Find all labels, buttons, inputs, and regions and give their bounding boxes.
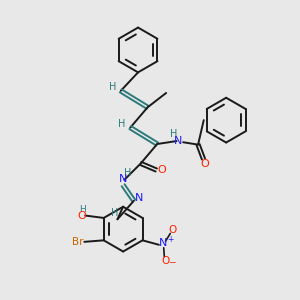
Text: +: + <box>167 235 173 244</box>
Text: H: H <box>124 168 131 178</box>
Text: Br: Br <box>72 237 83 247</box>
Text: H: H <box>118 119 126 129</box>
Text: N: N <box>135 194 143 203</box>
Text: H: H <box>170 130 177 140</box>
Text: O: O <box>169 225 177 235</box>
Text: H: H <box>111 208 119 218</box>
Text: H: H <box>80 205 86 214</box>
Text: N: N <box>118 174 127 184</box>
Text: −: − <box>168 258 176 267</box>
Text: O: O <box>157 165 166 175</box>
Text: N: N <box>159 238 168 248</box>
Text: H: H <box>109 82 116 92</box>
Text: O: O <box>201 159 210 169</box>
Text: O: O <box>161 256 169 266</box>
Text: N: N <box>174 136 182 146</box>
Text: O: O <box>78 211 87 221</box>
